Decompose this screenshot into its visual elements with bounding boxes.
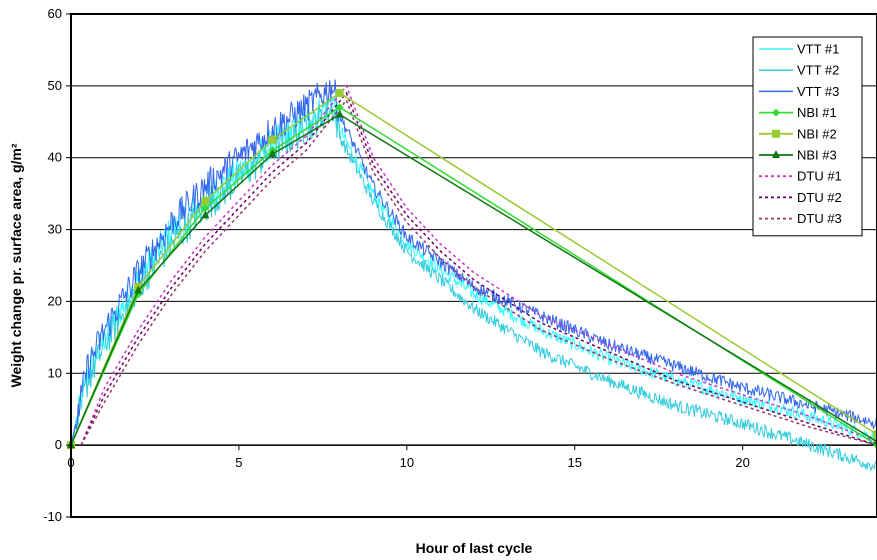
y-tick-label: -10 [43, 509, 62, 524]
series-nbi-3 [67, 109, 877, 449]
x-tick-label: 20 [735, 455, 749, 470]
x-axis-ticks: 0 5 10 15 20 [67, 445, 750, 470]
legend-label: DTU #3 [797, 211, 842, 226]
legend-item: NBI #3 [759, 148, 837, 163]
data-point [335, 103, 344, 112]
plot-area-frame [70, 13, 877, 518]
series-dtu-2 [80, 91, 877, 446]
legend-label: NBI #3 [797, 148, 837, 163]
x-tick-label: 0 [67, 455, 74, 470]
x-axis-title: Hour of last cycle [416, 540, 533, 556]
data-point [134, 285, 143, 294]
y-tick-label: 10 [48, 365, 62, 380]
data-point [873, 430, 877, 439]
legend-item: DTU #3 [759, 211, 842, 226]
y-tick-label: 40 [48, 150, 62, 165]
legend-marker [772, 150, 780, 158]
gridlines [71, 85, 877, 446]
y-axis-ticks: -10 0 10 20 30 40 50 60 [43, 6, 71, 524]
y-tick-label: 0 [55, 437, 62, 452]
series-dtu-3 [80, 98, 877, 446]
x-tick-label: 15 [568, 455, 582, 470]
legend-label: VTT #2 [797, 63, 839, 78]
data-point [335, 109, 344, 118]
y-tick-label: 20 [48, 293, 62, 308]
y-tick-label: 50 [48, 78, 62, 93]
y-axis-title: Weight change pr. surface area, g/m² [8, 143, 24, 387]
legend-item: DTU #1 [759, 169, 842, 184]
legend-item: VTT #2 [759, 63, 839, 78]
series-vtt-3 [70, 79, 877, 446]
x-tick-label: 5 [235, 455, 242, 470]
data-point [335, 89, 344, 98]
data-point [268, 149, 277, 158]
series-line [80, 84, 877, 446]
y-tick-label: 30 [48, 222, 62, 237]
series-line [70, 113, 877, 446]
legend-marker [772, 108, 780, 117]
legend-label: NBI #2 [797, 126, 837, 141]
series-line [70, 79, 877, 446]
data-point [201, 210, 210, 219]
data-point [201, 204, 210, 213]
legend-label: NBI #1 [797, 105, 837, 120]
legend-marker [772, 129, 780, 138]
data-point [201, 196, 210, 205]
legend-label: DTU #2 [797, 190, 842, 205]
legend-label: VTT #1 [797, 42, 839, 57]
y-tick-label: 60 [48, 6, 62, 21]
series-dtu-1 [80, 84, 877, 446]
legend-item: VTT #3 [759, 84, 839, 99]
legend-item: NBI #1 [759, 105, 837, 120]
legend: VTT #1 VTT #2 VTT #3 NBI #1 NBI #2 NBI #3 DTU … [752, 36, 863, 237]
series-line [80, 98, 877, 446]
legend-item: DTU #2 [759, 190, 842, 205]
legend-item: NBI #2 [759, 126, 837, 141]
series-line [70, 92, 877, 446]
legend-item: VTT #1 [759, 42, 839, 57]
x-tick-label: 10 [400, 455, 414, 470]
series-line [80, 91, 877, 446]
series-line [70, 106, 877, 446]
legend-label: DTU #1 [797, 169, 842, 184]
data-point [268, 135, 277, 144]
legend-label: VTT #3 [797, 84, 839, 99]
